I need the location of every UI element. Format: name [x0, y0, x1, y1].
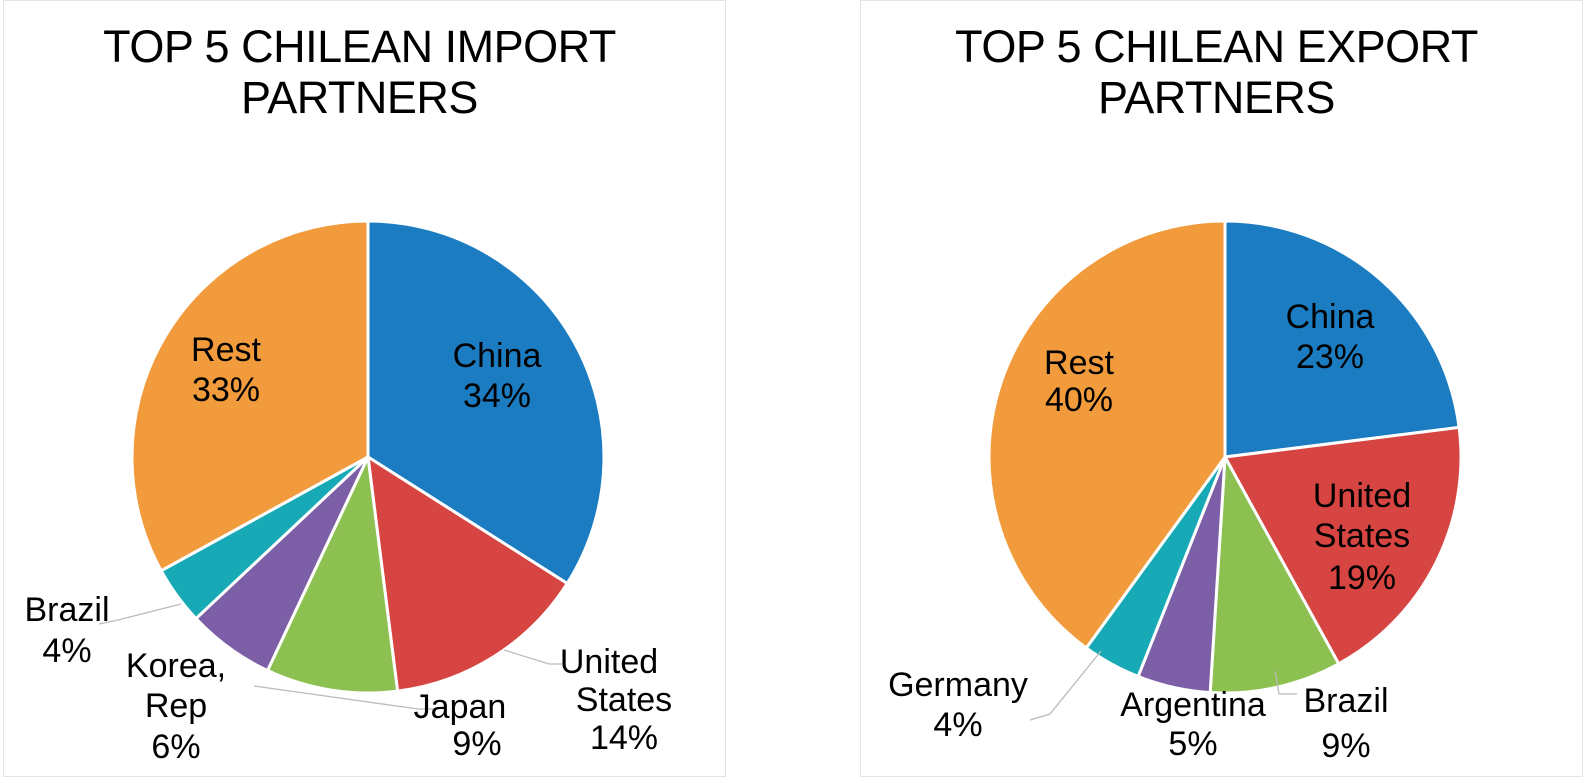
svg-text:6%: 6%: [151, 728, 200, 766]
svg-text:Japan: Japan: [414, 688, 507, 726]
svg-text:40%: 40%: [1045, 381, 1113, 419]
svg-text:19%: 19%: [1328, 559, 1396, 597]
svg-text:34%: 34%: [463, 377, 531, 415]
svg-text:Rep: Rep: [145, 687, 207, 725]
svg-text:States: States: [576, 681, 672, 719]
svg-text:Rest: Rest: [1044, 344, 1114, 382]
svg-text:United: United: [560, 643, 658, 681]
svg-text:4%: 4%: [42, 632, 91, 670]
svg-text:14%: 14%: [590, 719, 658, 757]
svg-text:China: China: [453, 337, 542, 375]
svg-text:China: China: [1286, 298, 1375, 336]
svg-text:33%: 33%: [192, 371, 260, 409]
svg-text:States: States: [1314, 517, 1410, 555]
svg-text:Korea,: Korea,: [126, 647, 226, 685]
svg-text:Brazil: Brazil: [24, 591, 109, 629]
svg-text:Germany: Germany: [888, 666, 1028, 704]
svg-text:Argentina: Argentina: [1120, 686, 1266, 724]
svg-text:United: United: [1313, 477, 1411, 515]
svg-text:23%: 23%: [1296, 338, 1364, 376]
svg-text:Brazil: Brazil: [1303, 682, 1388, 720]
svg-text:9%: 9%: [452, 725, 501, 763]
svg-text:Rest: Rest: [191, 331, 261, 369]
svg-text:4%: 4%: [933, 706, 982, 744]
svg-text:9%: 9%: [1321, 727, 1370, 765]
svg-text:5%: 5%: [1168, 725, 1217, 763]
